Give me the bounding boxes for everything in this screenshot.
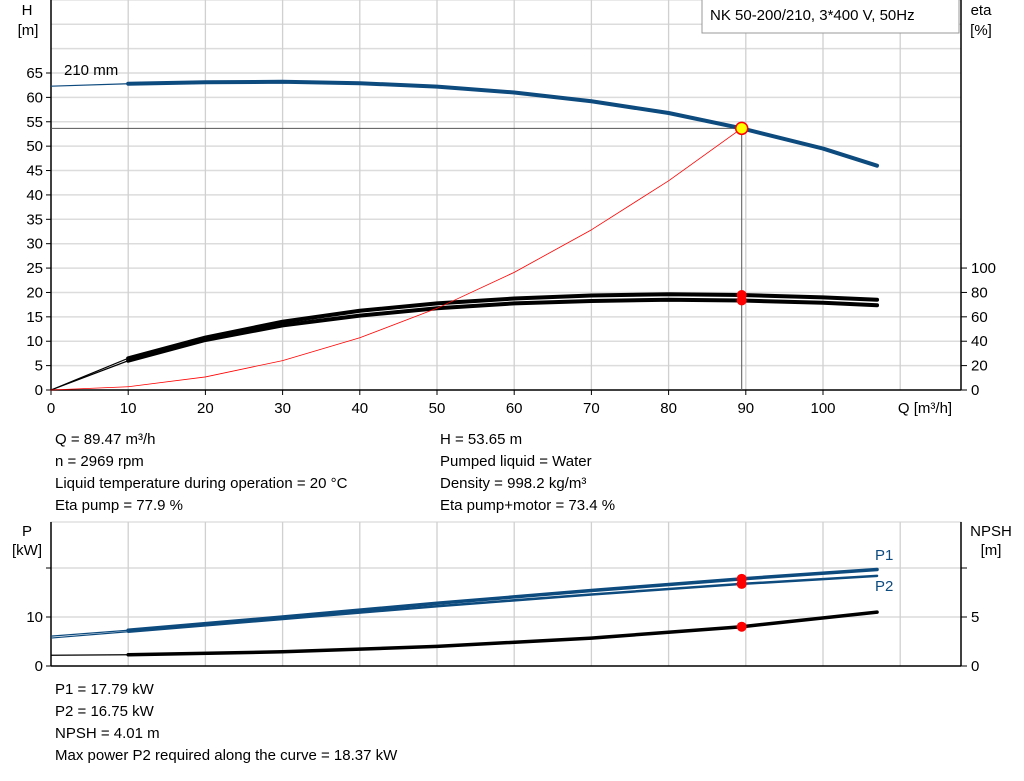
duty-point-head (734, 121, 749, 136)
system-curve (50, 127, 743, 391)
info-liquid: Pumped liquid = Water (440, 453, 592, 470)
eta-tick-label: 100 (971, 260, 996, 277)
duty-point-eta-pump-motor (736, 295, 747, 306)
head-curve-extension (50, 83, 129, 87)
info-top-left: Q = 89.47 m³/h n = 2969 rpm Liquid tempe… (55, 429, 347, 517)
y-tick-label: 15 (26, 309, 43, 326)
y-tick-label: 60 (26, 89, 43, 106)
p1-curve (126, 567, 879, 632)
x-tick-label: 30 (274, 400, 291, 417)
y-tick-label: 65 (26, 65, 43, 82)
eta-tick-label: 0 (971, 382, 979, 399)
y-tick-label: 50 (26, 138, 43, 155)
info-bottom: P1 = 17.79 kW P2 = 16.75 kW NPSH = 4.01 … (55, 679, 397, 767)
head-curve (126, 79, 880, 168)
y-tick-label: 5 (35, 358, 43, 375)
npsh-axis-label: NPSH (970, 523, 1012, 540)
h-axis-unit: [m] (18, 22, 39, 39)
info-p1: P1 = 17.79 kW (55, 681, 154, 698)
eta-tick-label: 80 (971, 284, 988, 301)
info-speed: n = 2969 rpm (55, 453, 144, 470)
x-tick-label: 20 (197, 400, 214, 417)
y-tick-label: 30 (26, 236, 43, 253)
x-tick-label: 60 (506, 400, 523, 417)
eta-tick-label: 40 (971, 333, 988, 350)
info-liquid-temp: Liquid temperature during operation = 20… (55, 475, 348, 492)
x-tick-label: 100 (810, 400, 835, 417)
x-tick-label: 70 (583, 400, 600, 417)
info-npsh: NPSH = 4.01 m (55, 725, 160, 742)
info-flow: Q = 89.47 m³/h (55, 431, 156, 448)
eta-axis-unit: [%] (970, 22, 992, 39)
impeller-label: 210 mm (64, 62, 118, 79)
p-axis-label: P (22, 523, 32, 540)
info-density: Density = 998.2 kg/m³ (440, 475, 587, 492)
y-tick-label: 0 (35, 382, 43, 399)
x-tick-label: 40 (351, 400, 368, 417)
info-max-power: Max power P2 required along the curve = … (55, 747, 398, 764)
npsh-curve (126, 610, 879, 657)
p-tick-label: 0 (35, 658, 43, 675)
eta_pump_motor-curve (126, 297, 880, 363)
y-tick-label: 20 (26, 284, 43, 301)
y-tick-label: 25 (26, 260, 43, 277)
y-tick-label: 40 (26, 187, 43, 204)
p1-curve-extension (50, 629, 129, 637)
eta_pump_motor-curve-extension (50, 360, 129, 391)
x-tick-label: 80 (660, 400, 677, 417)
eta-tick-label: 20 (971, 358, 988, 375)
y-tick-label: 10 (26, 333, 43, 350)
p-tick-label: 10 (26, 609, 43, 626)
duty-point-npsh (736, 621, 747, 632)
eta_pump-curve (126, 292, 880, 361)
h-axis-label: H (22, 2, 33, 19)
chart-title: NK 50-200/210, 3*400 V, 50Hz (710, 7, 915, 24)
eta-axis-label: eta (971, 2, 993, 19)
x-tick-label: 50 (429, 400, 446, 417)
title-box (701, 0, 960, 34)
p2-curve (126, 574, 879, 633)
y-tick-label: 55 (26, 114, 43, 131)
duty-point-p2 (736, 578, 747, 589)
info-eta-pump: Eta pump = 77.9 % (55, 497, 183, 514)
p1-label: P1 (875, 547, 893, 564)
npsh-tick-label: 0 (971, 658, 979, 675)
npsh-axis-unit: [m] (981, 542, 1002, 559)
y-tick-label: 35 (26, 211, 43, 228)
x-axis-label: Q [m³/h] (898, 400, 952, 417)
p2-label: P2 (875, 578, 893, 595)
x-tick-label: 90 (737, 400, 754, 417)
x-tick-label: 10 (120, 400, 137, 417)
info-eta-pump-motor: Eta pump+motor = 73.4 % (440, 497, 616, 514)
p2-curve-extension (50, 631, 129, 639)
info-p2: P2 = 16.75 kW (55, 703, 154, 720)
eta-tick-label: 60 (971, 309, 988, 326)
x-tick-label: 0 (47, 400, 55, 417)
info-top-right: H = 53.65 m Pumped liquid = Water Densit… (440, 429, 615, 517)
npsh-tick-label: 5 (971, 609, 979, 626)
info-head: H = 53.65 m (440, 431, 523, 448)
p-axis-unit: [kW] (12, 542, 42, 559)
y-tick-label: 45 (26, 163, 43, 180)
